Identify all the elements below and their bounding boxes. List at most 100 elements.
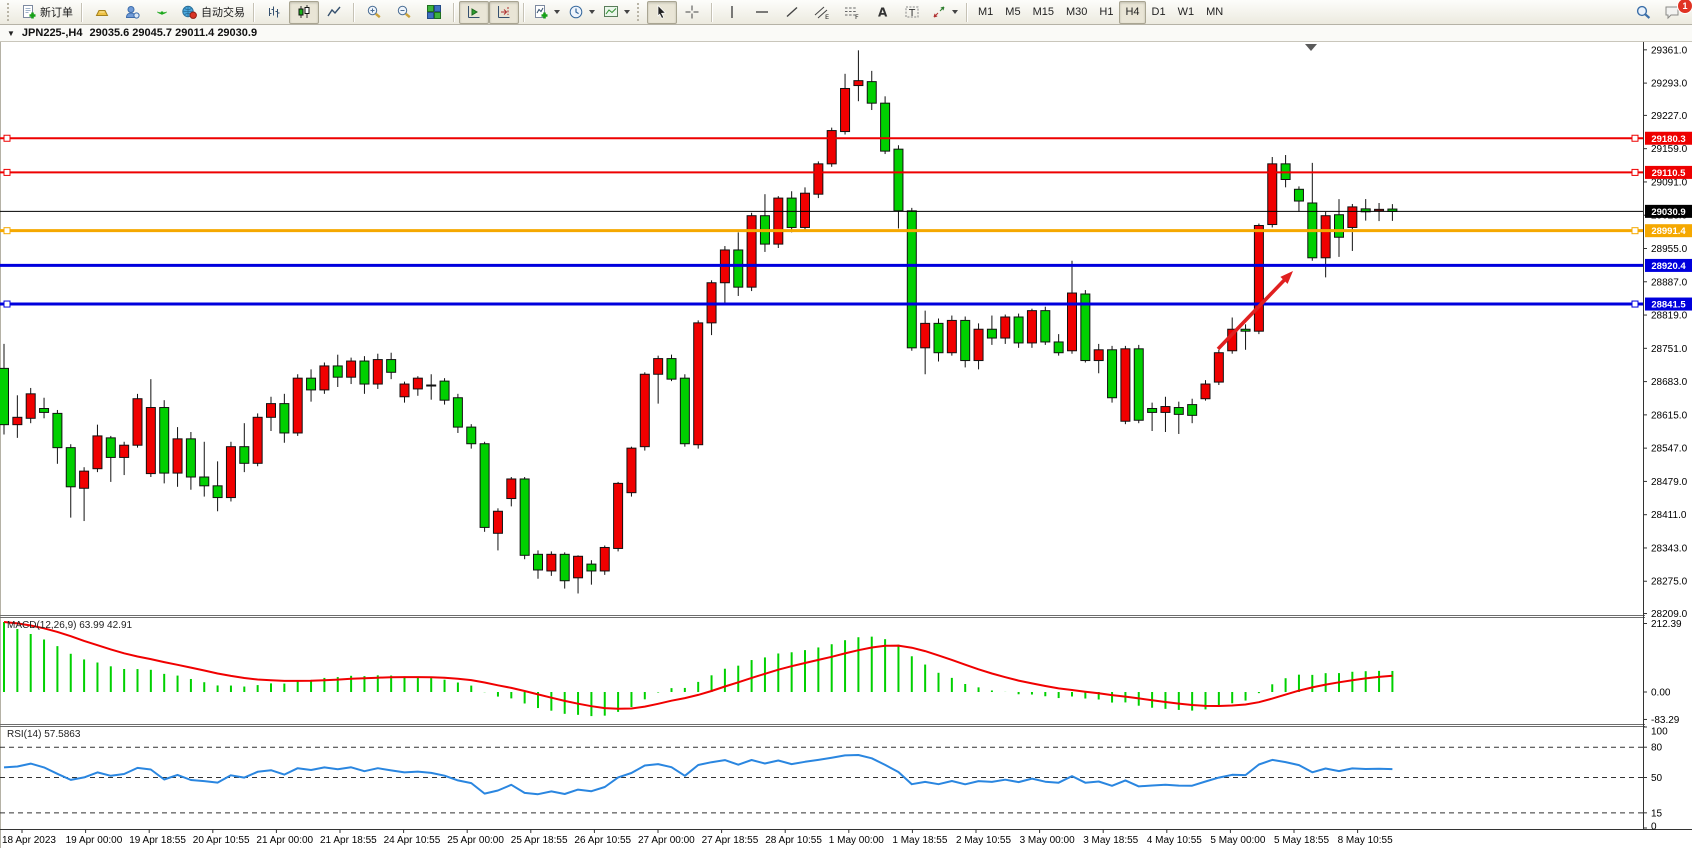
- hline-29180.3[interactable]: 29180.3: [0, 131, 1692, 145]
- time-axis[interactable]: 18 Apr 2023 19 Apr 00:00 19 Apr 18:55 20 Ap…: [2, 829, 1393, 846]
- crosshair-tool-button[interactable]: [677, 1, 707, 24]
- timeframe-M1[interactable]: M1: [978, 6, 994, 18]
- svg-text:28751.0: 28751.0: [1651, 344, 1688, 355]
- svg-text:29159.0: 29159.0: [1651, 144, 1688, 155]
- svg-text:27 Apr 00:00: 27 Apr 00:00: [638, 835, 695, 846]
- svg-text:100: 100: [1651, 727, 1668, 738]
- toolbar-grip[interactable]: [637, 3, 644, 21]
- line-handle[interactable]: [1631, 168, 1639, 176]
- svg-text:MACD(12,26,9) 63.99 42.91: MACD(12,26,9) 63.99 42.91: [7, 620, 133, 631]
- timeframe-MN[interactable]: MN: [1206, 6, 1224, 18]
- text-a-icon: A: [874, 4, 890, 20]
- signals-button[interactable]: [147, 1, 177, 24]
- line-handle[interactable]: [1631, 300, 1639, 308]
- gold-ingot-icon: [94, 4, 110, 20]
- svg-text:21 Apr 00:00: 21 Apr 00:00: [256, 835, 313, 846]
- svg-text:28615.0: 28615.0: [1651, 410, 1688, 421]
- fibonacci-tool-button[interactable]: F: [837, 1, 867, 24]
- chart-bars-button[interactable]: [259, 1, 289, 24]
- timeframe-M30[interactable]: M30: [1065, 6, 1088, 18]
- svg-text:80: 80: [1651, 743, 1663, 754]
- line-handle[interactable]: [3, 300, 11, 308]
- toolbar-grip[interactable]: [7, 3, 14, 21]
- svg-text:3 May 00:00: 3 May 00:00: [1020, 835, 1075, 846]
- text-tool-button[interactable]: A: [867, 1, 897, 24]
- arrows-tool-button[interactable]: [927, 1, 962, 24]
- svg-text:28887.0: 28887.0: [1651, 277, 1688, 288]
- market-watch-button[interactable]: [87, 1, 117, 24]
- rsi-panel[interactable]: RSI(14) 57.5863 100 80 50 15 0: [0, 726, 1668, 833]
- zoom-in-button[interactable]: [359, 1, 389, 24]
- text-label-tool-button[interactable]: T: [897, 1, 927, 24]
- auto-scroll-button[interactable]: [459, 0, 489, 24]
- autotrading-button[interactable]: 自动交易: [177, 1, 249, 24]
- timeframe-H1[interactable]: H1: [1099, 6, 1114, 18]
- svg-text:29293.0: 29293.0: [1651, 79, 1688, 90]
- timeframe-D1[interactable]: D1: [1151, 6, 1166, 18]
- vertical-line-icon: [724, 4, 740, 20]
- templates-dropdown-caret[interactable]: [624, 10, 630, 14]
- horizontal-line-tool-button[interactable]: [747, 1, 777, 24]
- svg-text:5 May 18:55: 5 May 18:55: [1274, 835, 1329, 846]
- trendline-tool-button[interactable]: [777, 1, 807, 24]
- svg-text:21 Apr 18:55: 21 Apr 18:55: [320, 835, 377, 846]
- main-plot-area[interactable]: [0, 42, 1643, 615]
- hline-29110.5[interactable]: 29110.5: [0, 165, 1692, 179]
- tile-windows-button[interactable]: [419, 1, 449, 24]
- equidistant-channel-tool-button[interactable]: E: [807, 1, 837, 24]
- svg-text:28209.0: 28209.0: [1651, 609, 1688, 620]
- chart-shift-marker[interactable]: [1305, 44, 1317, 51]
- svg-text:19 Apr 00:00: 19 Apr 00:00: [66, 835, 123, 846]
- arrow-annotation[interactable]: [1216, 271, 1293, 351]
- svg-text:28683.0: 28683.0: [1651, 377, 1688, 388]
- hline-28991.4[interactable]: 28991.4: [0, 224, 1692, 238]
- line-handle[interactable]: [1631, 227, 1639, 235]
- chart-menu-icon[interactable]: ▼: [7, 28, 15, 38]
- autotrading-label: 自动交易: [201, 7, 245, 19]
- timeframe-W1[interactable]: W1: [1177, 6, 1195, 18]
- line-handle[interactable]: [3, 168, 11, 176]
- toolbar-separator: [253, 2, 255, 22]
- timeframe-M5[interactable]: M5: [1005, 6, 1021, 18]
- macd-panel[interactable]: MACD(12,26,9) 63.99 42.91 212.39 0.00 -83.2…: [3, 619, 1682, 726]
- new-order-icon: [21, 4, 37, 20]
- svg-text:28920.4: 28920.4: [1651, 261, 1686, 272]
- search-button[interactable]: [1628, 1, 1658, 24]
- chart-candles-button[interactable]: [289, 0, 319, 24]
- svg-text:E: E: [825, 13, 829, 20]
- new-order-button[interactable]: 新订单: [17, 1, 77, 24]
- period-button[interactable]: [564, 1, 599, 24]
- chart-title-bar: ▼ JPN225-,H4 29035.6 29045.7 29011.4 290…: [0, 25, 1692, 42]
- timeframe-H4[interactable]: H4: [1119, 0, 1146, 24]
- timeframe-M15[interactable]: M15: [1032, 6, 1054, 18]
- notification-badge: 1: [1677, 0, 1692, 14]
- line-handle[interactable]: [3, 134, 11, 142]
- bid-line-29030.9[interactable]: 29030.9: [0, 204, 1692, 218]
- price-axis[interactable]: 29361.029293.029227.029159.029091.029023…: [1643, 45, 1688, 620]
- arrow-objects-icon: [931, 4, 947, 20]
- line-handle[interactable]: [3, 227, 11, 235]
- vertical-line-tool-button[interactable]: [717, 1, 747, 24]
- period-dropdown-caret[interactable]: [589, 10, 595, 14]
- zoom-in-icon: [366, 4, 382, 20]
- arrows-dropdown-caret[interactable]: [952, 10, 958, 14]
- indicators-button[interactable]: [529, 1, 564, 24]
- svg-text:28955.0: 28955.0: [1651, 244, 1688, 255]
- toolbar-separator: [711, 2, 713, 22]
- cursor-tool-button[interactable]: [647, 0, 677, 24]
- chart-line-button[interactable]: [319, 1, 349, 24]
- line-handle[interactable]: [1631, 134, 1639, 142]
- zoom-out-button[interactable]: [389, 1, 419, 24]
- svg-text:27 Apr 18:55: 27 Apr 18:55: [702, 835, 759, 846]
- channel-icon: E: [813, 4, 831, 20]
- chat-button[interactable]: 1: [1658, 0, 1692, 24]
- profile-button[interactable]: [117, 1, 147, 24]
- indicators-dropdown-caret[interactable]: [554, 10, 560, 14]
- hline-28841.5[interactable]: 28841.5: [0, 297, 1692, 311]
- hline-28920.4[interactable]: 28920.4: [0, 258, 1692, 272]
- svg-text:20 Apr 10:55: 20 Apr 10:55: [193, 835, 250, 846]
- line-chart-icon: [326, 4, 342, 20]
- chart-shift-button[interactable]: [489, 0, 519, 24]
- templates-button[interactable]: [599, 1, 634, 24]
